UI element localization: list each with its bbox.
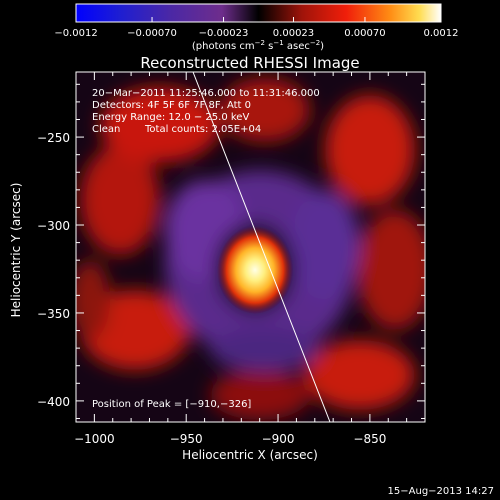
- y-tick-label: −300: [37, 219, 70, 233]
- colorbar-tick-label: −0.0012: [54, 28, 97, 39]
- x-axis-title: Heliocentric X (arcsec): [182, 448, 318, 462]
- colorbar-unit: (photons cm−2 s−1 asec−2): [192, 39, 324, 52]
- x-tick-label: −850: [353, 432, 386, 446]
- colorbar-tick-label: 0.0012: [424, 28, 459, 39]
- x-tick-label: −1000: [74, 432, 115, 446]
- ring-purple-right: [290, 190, 360, 300]
- colorbar-tick-label: 0.00023: [273, 28, 314, 39]
- x-tick-label: −950: [170, 432, 203, 446]
- axis-ticks: −1000 −950 −900 −850 −250 −300 −350 −400: [37, 72, 426, 446]
- colorbar-tick-label: −0.00023: [199, 28, 249, 39]
- colorbar: −0.0012 −0.00070 −0.00023 0.00023 0.00070 0.0…: [54, 3, 459, 52]
- annotations: 20−Mar−2011 11:25:46.000 to 11:31:46.000…: [92, 88, 320, 410]
- colorbar-unit-mid2: asec: [284, 41, 310, 52]
- ring-red-lower-right: [305, 340, 415, 410]
- ring-red-bottom: [210, 370, 310, 420]
- ring-red-upper-right: [325, 95, 415, 205]
- ring-red-far-left: [76, 260, 110, 340]
- colorbar-unit-end: ): [320, 41, 324, 52]
- annotation-time-range: 20−Mar−2011 11:25:46.000 to 11:31:46.000: [92, 88, 320, 99]
- colorbar-unit-exp3: −2: [310, 39, 320, 47]
- colorbar-gradient: [75, 3, 442, 23]
- ring-red-right: [357, 210, 425, 330]
- y-tick-label: −400: [37, 395, 70, 409]
- annotation-peak: Position of Peak = [−910,−326]: [92, 399, 251, 410]
- y-axis-title: Heliocentric Y (arcsec): [9, 183, 23, 318]
- colorbar-unit-mid: s: [265, 41, 273, 52]
- colorbar-unit-exp1: −2: [255, 39, 265, 47]
- colorbar-tick-label: −0.00070: [127, 28, 177, 39]
- ring-red-left: [80, 145, 160, 255]
- solar-limb-line: [192, 72, 331, 422]
- plot-frame: [75, 71, 426, 423]
- annotation-counts: Total counts: 2.05E+04: [144, 124, 261, 135]
- chart-title: Reconstructed RHESSI Image: [140, 54, 359, 72]
- footer-date: 15−Aug−2013 14:27: [388, 486, 494, 497]
- image-area: [76, 72, 425, 422]
- annotation-energy: Energy Range: 12.0 − 25.0 keV: [92, 112, 249, 123]
- y-tick-label: −250: [37, 131, 70, 145]
- colorbar-ticks: −0.0012 −0.00070 −0.00023 0.00023 0.00070 0.0…: [54, 17, 459, 39]
- x-tick-label: −900: [262, 432, 295, 446]
- ring-purple-bottom: [210, 328, 320, 372]
- peak-source: [217, 226, 293, 314]
- colorbar-unit-exp2: −1: [273, 39, 283, 47]
- annotation-clean: Clean: [92, 124, 120, 135]
- y-tick-label: −350: [37, 307, 70, 321]
- ring-red-top: [220, 78, 310, 142]
- annotation-detectors: Detectors: 4F 5F 6F 7F 8F, Att 0: [92, 100, 251, 111]
- colorbar-tick-label: 0.00070: [344, 28, 385, 39]
- colorbar-unit-main: (photons cm: [192, 41, 255, 52]
- ring-red-upper-left: [100, 87, 220, 163]
